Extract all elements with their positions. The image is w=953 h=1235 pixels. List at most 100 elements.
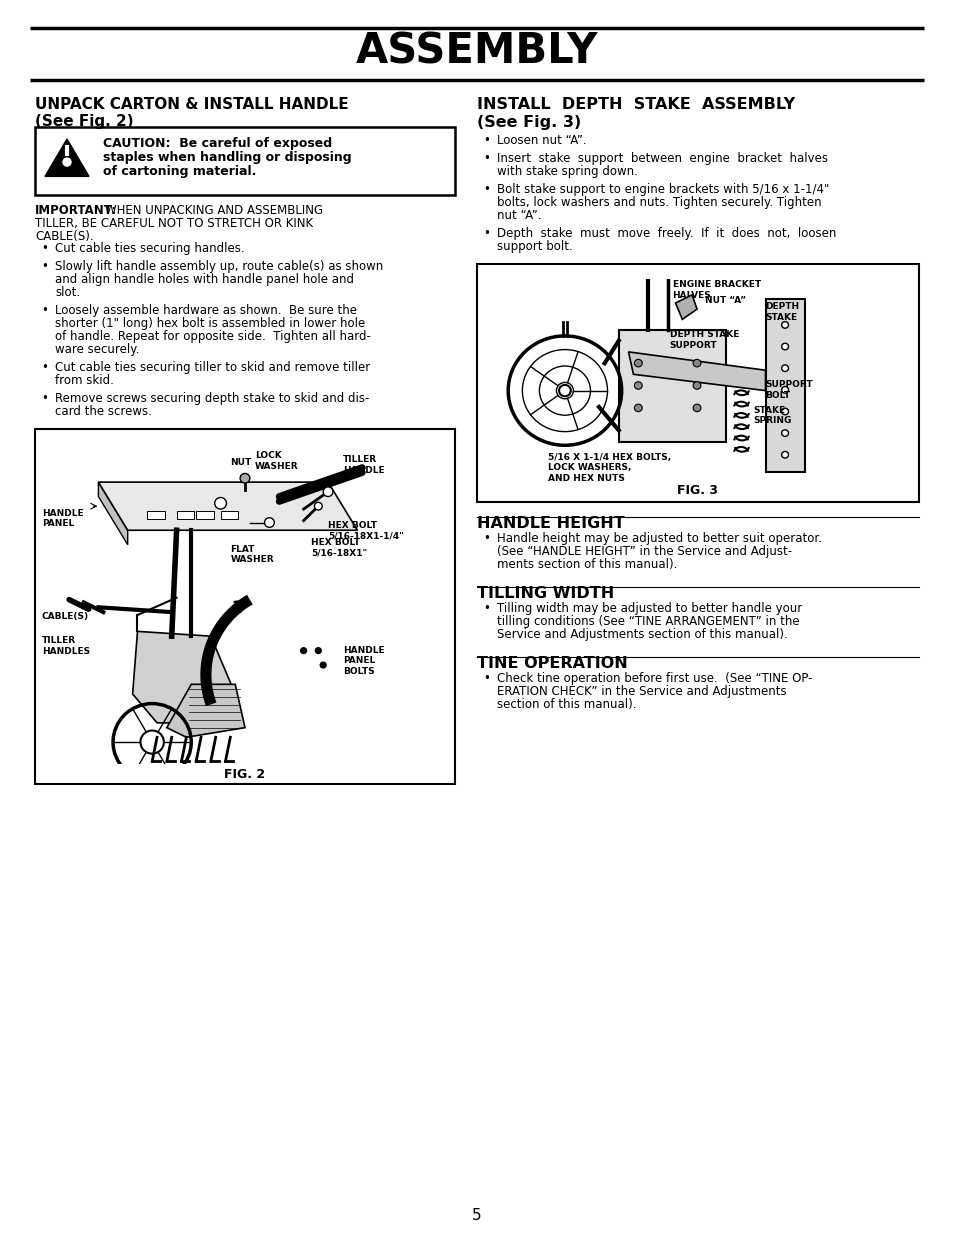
Text: staples when handling or disposing: staples when handling or disposing: [103, 151, 352, 164]
Text: Cut cable ties securing tiller to skid and remove tiller: Cut cable ties securing tiller to skid a…: [55, 361, 370, 374]
Text: with stake spring down.: with stake spring down.: [497, 165, 638, 178]
Text: Check tine operation before first use.  (See “TINE OP-: Check tine operation before first use. (…: [497, 672, 812, 685]
Text: SUPPORT
BOLT: SUPPORT BOLT: [764, 380, 812, 400]
Text: tilling conditions (See “TINE ARRANGEMENT” in the: tilling conditions (See “TINE ARRANGEMEN…: [497, 615, 799, 629]
Circle shape: [63, 158, 71, 165]
FancyBboxPatch shape: [147, 511, 165, 519]
Text: nut “A”.: nut “A”.: [497, 209, 541, 222]
Polygon shape: [98, 482, 357, 530]
Polygon shape: [675, 295, 697, 320]
Circle shape: [240, 473, 250, 483]
FancyBboxPatch shape: [220, 511, 238, 519]
Text: (See Fig. 2): (See Fig. 2): [35, 114, 133, 128]
Text: •: •: [482, 183, 489, 196]
Text: HEX BOLT
5/16-18X1-1/4": HEX BOLT 5/16-18X1-1/4": [328, 521, 403, 540]
Text: •: •: [41, 391, 48, 405]
Text: •: •: [482, 672, 489, 685]
Circle shape: [781, 409, 788, 415]
Text: HANDLE
PANEL: HANDLE PANEL: [42, 509, 83, 529]
Polygon shape: [45, 140, 89, 177]
Text: Handle height may be adjusted to better suit operator.: Handle height may be adjusted to better …: [497, 532, 821, 545]
Text: CABLE(S).: CABLE(S).: [35, 230, 93, 243]
Text: HANDLE HEIGHT: HANDLE HEIGHT: [476, 516, 624, 531]
Text: Loosen nut “A”.: Loosen nut “A”.: [497, 135, 586, 147]
Text: section of this manual).: section of this manual).: [497, 698, 636, 711]
Circle shape: [781, 387, 788, 393]
Text: FLAT
WASHER: FLAT WASHER: [230, 545, 274, 564]
FancyBboxPatch shape: [35, 429, 455, 784]
Circle shape: [781, 343, 788, 350]
FancyBboxPatch shape: [764, 299, 803, 472]
Text: support bolt.: support bolt.: [497, 240, 572, 253]
Text: •: •: [41, 304, 48, 317]
Circle shape: [214, 498, 226, 509]
Text: 5/16 X 1-1/4 HEX BOLTS,
LOCK WASHERS,
AND HEX NUTS: 5/16 X 1-1/4 HEX BOLTS, LOCK WASHERS, AN…: [548, 453, 671, 483]
Text: TILLER
HANDLE: TILLER HANDLE: [342, 456, 384, 474]
Text: card the screws.: card the screws.: [55, 405, 152, 417]
Circle shape: [314, 503, 322, 510]
Text: •: •: [41, 242, 48, 254]
Text: CABLE(S): CABLE(S): [42, 613, 89, 621]
Circle shape: [315, 647, 321, 653]
Text: Depth  stake  must  move  freely.  If  it  does  not,  loosen: Depth stake must move freely. If it does…: [497, 227, 836, 240]
Circle shape: [634, 382, 641, 389]
Text: Bolt stake support to engine brackets with 5/16 x 1-1/4": Bolt stake support to engine brackets wi…: [497, 183, 828, 196]
Circle shape: [693, 382, 700, 389]
Circle shape: [781, 321, 788, 329]
Text: slot.: slot.: [55, 287, 80, 299]
Text: Cut cable ties securing handles.: Cut cable ties securing handles.: [55, 242, 244, 254]
FancyBboxPatch shape: [476, 264, 918, 501]
Text: HEX BOLT
5/16-18X1": HEX BOLT 5/16-18X1": [311, 538, 367, 557]
Text: •: •: [482, 152, 489, 165]
Circle shape: [781, 452, 788, 458]
Text: (See Fig. 3): (See Fig. 3): [476, 115, 580, 130]
Text: STAKE
SPRING: STAKE SPRING: [753, 406, 791, 425]
Text: •: •: [482, 135, 489, 147]
Text: Insert  stake  support  between  engine  bracket  halves: Insert stake support between engine brac…: [497, 152, 827, 165]
Text: ERATION CHECK” in the Service and Adjustments: ERATION CHECK” in the Service and Adjust…: [497, 685, 786, 698]
Text: of cartoning material.: of cartoning material.: [103, 165, 256, 178]
Circle shape: [693, 359, 700, 367]
Text: WHEN UNPACKING AND ASSEMBLING: WHEN UNPACKING AND ASSEMBLING: [105, 204, 323, 217]
Polygon shape: [628, 352, 764, 390]
Text: FIG. 3: FIG. 3: [677, 484, 718, 498]
Text: UNPACK CARTON & INSTALL HANDLE: UNPACK CARTON & INSTALL HANDLE: [35, 98, 348, 112]
Text: Loosely assemble hardware as shown.  Be sure the: Loosely assemble hardware as shown. Be s…: [55, 304, 356, 317]
Polygon shape: [618, 330, 725, 441]
Text: •: •: [482, 227, 489, 240]
Text: HANDLE
PANEL
BOLTS: HANDLE PANEL BOLTS: [342, 646, 384, 676]
Text: of handle. Repeat for opposite side.  Tighten all hard-: of handle. Repeat for opposite side. Tig…: [55, 330, 371, 343]
FancyBboxPatch shape: [35, 127, 455, 195]
Text: ments section of this manual).: ments section of this manual).: [497, 558, 677, 571]
Text: Tilling width may be adjusted to better handle your: Tilling width may be adjusted to better …: [497, 601, 801, 615]
Polygon shape: [98, 482, 128, 545]
Text: CAUTION:  Be careful of exposed: CAUTION: Be careful of exposed: [103, 137, 332, 149]
Text: ware securely.: ware securely.: [55, 343, 139, 356]
Circle shape: [781, 430, 788, 436]
Text: NUT “A”: NUT “A”: [704, 295, 745, 305]
Polygon shape: [132, 631, 235, 722]
Text: ENGINE BRACKET
HALVES: ENGINE BRACKET HALVES: [672, 280, 760, 300]
Circle shape: [693, 404, 700, 411]
Text: •: •: [482, 532, 489, 545]
Circle shape: [634, 359, 641, 367]
Text: (See “HANDLE HEIGHT” in the Service and Adjust-: (See “HANDLE HEIGHT” in the Service and …: [497, 545, 791, 558]
Text: DEPTH
STAKE: DEPTH STAKE: [764, 303, 799, 321]
FancyBboxPatch shape: [176, 511, 194, 519]
Text: and align handle holes with handle panel hole and: and align handle holes with handle panel…: [55, 273, 354, 287]
Circle shape: [558, 385, 570, 396]
Text: •: •: [482, 601, 489, 615]
Text: •: •: [41, 361, 48, 374]
FancyBboxPatch shape: [196, 511, 213, 519]
Circle shape: [264, 517, 274, 527]
Text: •: •: [41, 261, 48, 273]
Circle shape: [320, 662, 326, 668]
Text: shorter (1" long) hex bolt is assembled in lower hole: shorter (1" long) hex bolt is assembled …: [55, 317, 365, 330]
Circle shape: [634, 404, 641, 411]
Text: bolts, lock washers and nuts. Tighten securely. Tighten: bolts, lock washers and nuts. Tighten se…: [497, 196, 821, 209]
Text: ASSEMBLY: ASSEMBLY: [355, 31, 598, 73]
Text: TILLING WIDTH: TILLING WIDTH: [476, 585, 614, 601]
Text: from skid.: from skid.: [55, 374, 113, 387]
Text: INSTALL  DEPTH  STAKE  ASSEMBLY: INSTALL DEPTH STAKE ASSEMBLY: [476, 98, 794, 112]
Text: IMPORTANT:: IMPORTANT:: [35, 204, 117, 217]
